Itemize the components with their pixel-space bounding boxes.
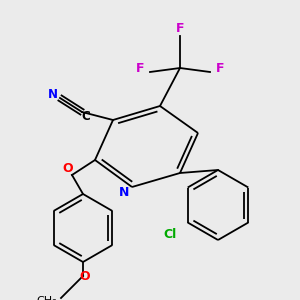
Text: F: F [216, 61, 224, 74]
Text: O: O [63, 161, 73, 175]
Text: N: N [119, 187, 129, 200]
Text: Cl: Cl [163, 228, 176, 241]
Text: F: F [136, 61, 144, 74]
Text: N: N [48, 88, 58, 100]
Text: C: C [82, 110, 90, 124]
Text: CH₃: CH₃ [37, 296, 57, 300]
Text: O: O [80, 269, 90, 283]
Text: F: F [176, 22, 184, 34]
